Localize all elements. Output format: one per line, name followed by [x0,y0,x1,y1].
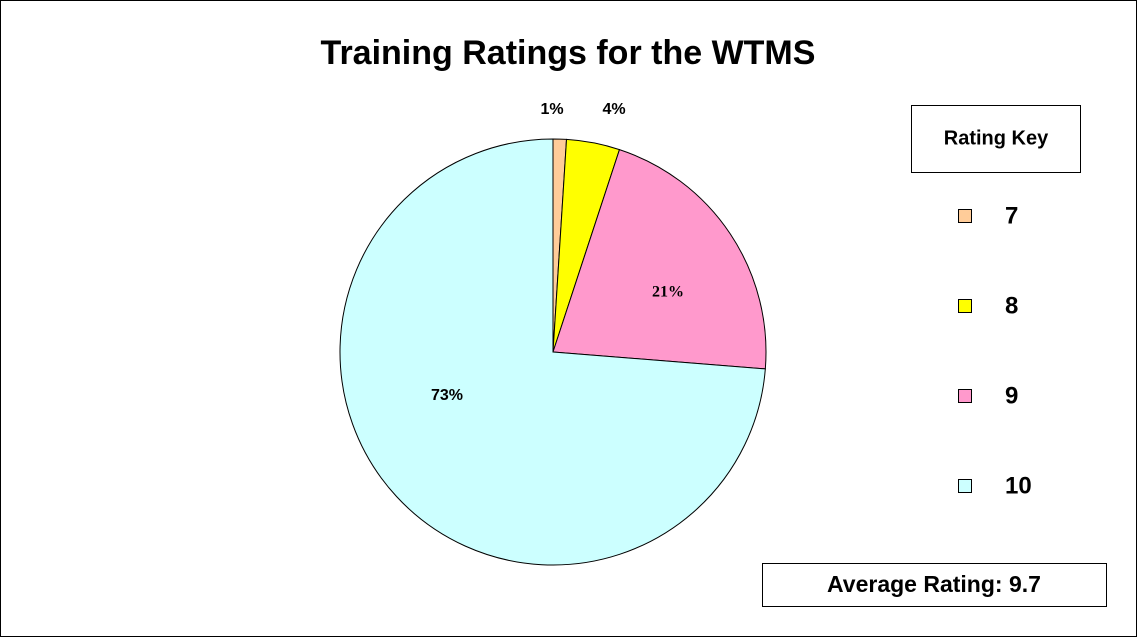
legend-label: 7 [1005,202,1018,229]
annotation: Average Rating: 9.7 [827,571,1041,597]
legend-label: 10 [1005,472,1032,499]
legend-label: 9 [1005,382,1018,409]
legend-title-box [911,105,1081,173]
legend-swatch [958,389,972,403]
data-label: 1% [540,101,563,118]
legend-swatch [958,209,972,223]
legend-swatch [958,299,972,313]
chart-title: Training Ratings for the WTMS [321,34,816,72]
legend-label: 8 [1005,292,1018,319]
legend-title: Rating Key [944,127,1049,149]
annotation-box [762,563,1107,607]
pie-slice [339,138,766,566]
data-label: 21% [652,284,684,301]
pie-slice [552,149,767,370]
legend-swatch [958,479,972,493]
data-label: 4% [602,101,625,118]
data-label: 73% [431,387,463,404]
